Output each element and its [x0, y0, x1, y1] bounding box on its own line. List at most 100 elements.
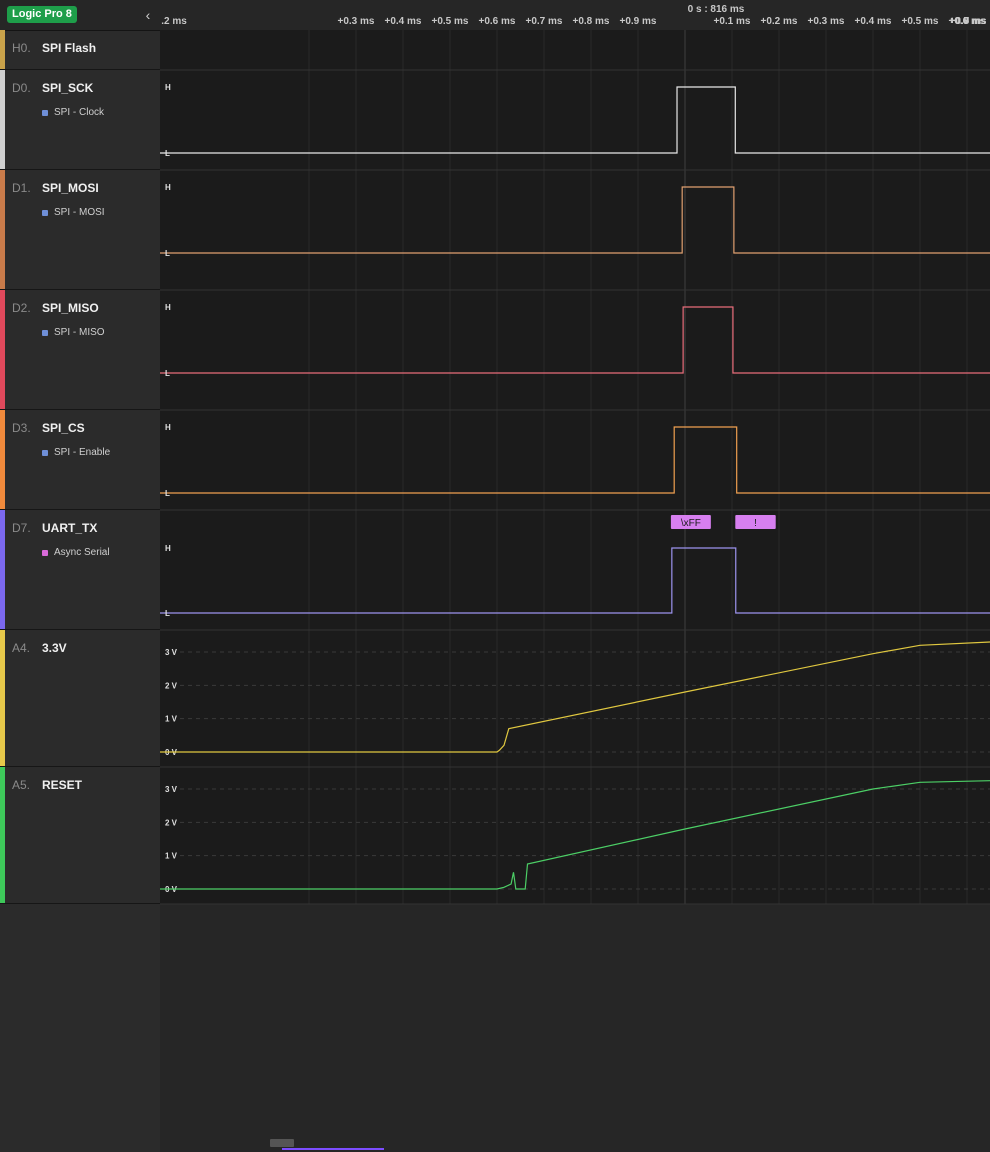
channel-name[interactable]: SPI_CS [42, 421, 85, 435]
channel-id: D1. [12, 181, 31, 195]
voltage-tick-label: 1 V [165, 715, 178, 724]
analog-waveform[interactable] [160, 641, 990, 753]
channel-row[interactable]: A4. 3.3V [0, 630, 160, 767]
low-level-label: L [165, 609, 170, 618]
channel-row[interactable]: D3. SPI_CS SPI - Enable [0, 410, 160, 510]
channel-color-strip [0, 410, 5, 509]
time-tick-label: +0.1 ms [714, 16, 751, 27]
sidebar-header: Logic Pro 8 ‹ [0, 0, 160, 31]
channel-area [160, 30, 990, 904]
time-tick-label: +0.8 ms [573, 16, 610, 27]
channel-name[interactable]: SPI_SCK [42, 81, 94, 95]
channel-name[interactable]: 3.3V [42, 641, 67, 655]
low-level-label: L [165, 149, 170, 158]
analyzer-tag[interactable]: Async Serial [42, 547, 110, 558]
channel-id: A5. [12, 778, 31, 792]
low-level-label: L [165, 249, 170, 258]
analyzer-label: SPI - Clock [54, 107, 105, 118]
channel-row[interactable]: A5. RESET [0, 767, 160, 904]
uart-decode-frame[interactable] [735, 515, 776, 529]
channel-color-strip [0, 767, 5, 903]
channel-row[interactable]: D1. SPI_MOSI SPI - MOSI [0, 170, 160, 290]
cursor-time-label: 0 s : 816 ms [688, 4, 745, 15]
waveform-canvas[interactable]: .2 ms +0.3 ms +0.4 ms +0.5 ms +0.6 ms +0.7 ms… [160, 0, 990, 1152]
device-badge[interactable]: Logic Pro 8 [7, 6, 77, 23]
digital-waveform[interactable] [160, 426, 990, 494]
empty-area [160, 904, 990, 1138]
time-tick-label: +0.4 ms [385, 16, 422, 27]
high-level-label: H [165, 183, 171, 192]
channel-name[interactable]: UART_TX [42, 521, 98, 535]
analyzer-color-icon [42, 209, 48, 216]
channel-color-strip [0, 510, 5, 629]
channel-id: D3. [12, 421, 31, 435]
voltage-tick-label: 2 V [165, 818, 178, 827]
high-level-label: H [165, 544, 171, 553]
analyzer-tag[interactable]: SPI - MISO [42, 327, 105, 338]
time-ruler[interactable] [160, 0, 990, 30]
analyzer-tag[interactable]: SPI - Clock [42, 107, 104, 118]
channel-id: D7. [12, 521, 31, 535]
channel-color-strip [0, 30, 5, 69]
channel-name[interactable]: SPI_MISO [42, 301, 99, 315]
channel-row[interactable]: H0. SPI Flash [0, 30, 160, 70]
analyzer-color-icon [42, 549, 48, 556]
channel-id: D2. [12, 301, 31, 315]
analyzer-tag[interactable]: SPI - MOSI [42, 207, 105, 218]
digital-waveform[interactable] [160, 86, 990, 154]
channel-id: A4. [12, 641, 31, 655]
analyzer-color-icon [42, 109, 48, 116]
analyzer-label: SPI - Enable [54, 447, 111, 458]
channel-sidebar: Logic Pro 8 ‹ H0. SPI Flash D0. SPI_SCK SPI … [0, 0, 161, 1152]
uart-decode-label: \xFF [681, 518, 701, 529]
digital-waveform[interactable] [160, 306, 990, 374]
low-level-label: L [165, 489, 170, 498]
time-tick-label: .2 ms [161, 16, 187, 27]
horizontal-scrollbar[interactable] [160, 1138, 990, 1152]
time-tick-label: +0.4 ms [855, 16, 892, 27]
voltage-tick-label: 1 V [165, 852, 178, 861]
scrollbar-thumb[interactable] [270, 1139, 294, 1147]
time-tick-label: +0.6 ms [479, 16, 516, 27]
channel-color-strip [0, 170, 5, 289]
time-tick-label: +0.9 ms [620, 16, 657, 27]
voltage-tick-label: 2 V [165, 681, 178, 690]
high-level-label: H [165, 83, 171, 92]
waveform-plot[interactable]: .2 ms +0.3 ms +0.4 ms +0.5 ms +0.6 ms +0.7 ms… [160, 0, 990, 1152]
high-level-label: H [165, 423, 171, 432]
time-tick-label: +0.6 ms [949, 16, 986, 27]
channel-name[interactable]: SPI Flash [42, 41, 97, 55]
time-tick-label: +0.5 ms [432, 16, 469, 27]
analyzer-tag[interactable]: SPI - Enable [42, 447, 110, 458]
digital-waveform[interactable] [160, 547, 990, 614]
voltage-tick-label: 3 V [165, 785, 178, 794]
channel-color-strip [0, 290, 5, 409]
analyzer-color-icon [42, 329, 48, 336]
channel-row[interactable]: D0. SPI_SCK SPI - Clock [0, 70, 160, 170]
channel-row[interactable]: D7. UART_TX Async Serial [0, 510, 160, 630]
time-tick-label: +0.9 ms [950, 16, 987, 27]
time-tick-label: +0.5 ms [902, 16, 939, 27]
time-tick-label: +0.7 ms [950, 16, 987, 27]
digital-waveform[interactable] [160, 186, 990, 254]
time-tick-label: +0.3 ms [338, 16, 375, 27]
chevron-left-icon[interactable]: ‹ [145, 7, 151, 23]
analyzer-label: Async Serial [54, 547, 110, 558]
visible-range-indicator [282, 1148, 384, 1150]
channel-id: D0. [12, 81, 31, 95]
uart-decode-frame[interactable] [670, 515, 711, 529]
channel-name[interactable]: SPI_MOSI [42, 181, 99, 195]
voltage-tick-label: 3 V [165, 648, 178, 657]
uart-decode-label: ! [754, 518, 757, 529]
analyzer-label: SPI - MISO [54, 327, 105, 338]
analog-waveform[interactable] [160, 780, 990, 890]
channel-name[interactable]: RESET [42, 778, 83, 792]
channel-color-strip [0, 630, 5, 766]
time-tick-label: +0.8 ms [950, 16, 987, 27]
analyzer-label: SPI - MOSI [54, 207, 105, 218]
high-level-label: H [165, 303, 171, 312]
analyzer-color-icon [42, 449, 48, 456]
time-tick-label: +0.7 ms [526, 16, 563, 27]
channel-row[interactable]: D2. SPI_MISO SPI - MISO [0, 290, 160, 410]
channel-id: H0. [12, 41, 31, 55]
